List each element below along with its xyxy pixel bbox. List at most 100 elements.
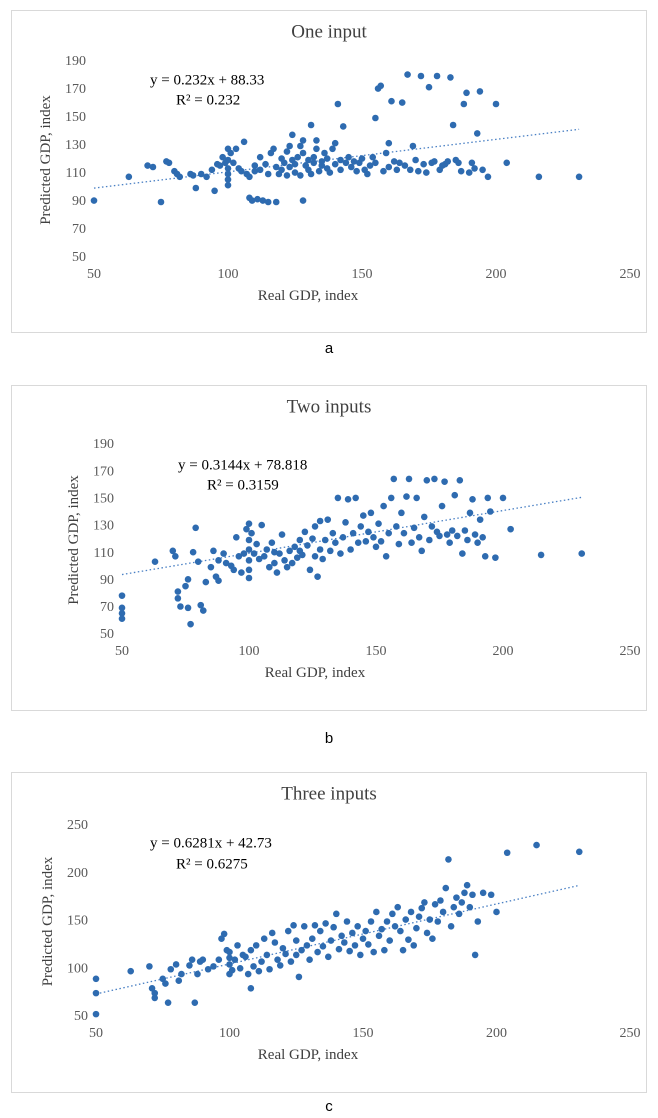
data-point xyxy=(331,139,339,147)
r-squared-label: R² = 0.6275 xyxy=(176,856,248,872)
data-point xyxy=(372,114,379,122)
data-point xyxy=(283,563,291,571)
data-point xyxy=(250,963,257,970)
data-point xyxy=(359,935,367,942)
data-point xyxy=(385,529,393,537)
data-point xyxy=(464,536,471,544)
data-point xyxy=(224,181,232,189)
data-point xyxy=(436,532,443,540)
data-point xyxy=(316,927,324,935)
data-point xyxy=(385,163,393,171)
data-point xyxy=(274,956,281,963)
x-tick-label: 200 xyxy=(486,267,507,282)
data-point xyxy=(232,145,240,153)
data-point xyxy=(352,494,359,502)
data-point xyxy=(189,172,197,179)
data-point xyxy=(468,159,476,167)
data-point xyxy=(393,166,401,174)
data-point xyxy=(362,538,370,545)
data-point xyxy=(357,951,364,959)
y-tick-label: 190 xyxy=(93,437,114,452)
chart-title: One input xyxy=(291,21,367,42)
data-point xyxy=(172,961,180,968)
data-point xyxy=(369,153,377,161)
data-point xyxy=(476,88,484,95)
data-point xyxy=(230,159,237,167)
trendline xyxy=(93,128,580,189)
data-point xyxy=(291,169,299,176)
x-tick-label: 250 xyxy=(620,1026,641,1041)
data-point xyxy=(151,989,159,997)
data-point xyxy=(339,533,347,541)
data-point xyxy=(447,74,454,81)
data-point xyxy=(353,167,360,175)
data-point xyxy=(297,142,304,150)
data-point xyxy=(314,948,321,956)
y-axis-title: Predicted GDP, index xyxy=(38,95,54,225)
data-point xyxy=(313,145,320,153)
data-point xyxy=(330,923,337,931)
data-point xyxy=(248,197,256,204)
data-point xyxy=(211,187,218,195)
data-point xyxy=(278,531,286,538)
data-point xyxy=(291,543,299,551)
data-point xyxy=(387,494,395,502)
data-point xyxy=(252,942,260,949)
data-point xyxy=(451,491,459,499)
data-point xyxy=(327,937,335,944)
data-point xyxy=(367,918,375,925)
data-point xyxy=(224,170,232,178)
data-point xyxy=(466,903,474,911)
data-point xyxy=(251,167,259,175)
data-point xyxy=(290,922,297,929)
data-point xyxy=(125,173,133,181)
data-point xyxy=(365,941,372,948)
data-point xyxy=(476,516,484,523)
data-point xyxy=(240,550,248,557)
data-point xyxy=(386,937,394,944)
data-point xyxy=(469,495,476,503)
data-point xyxy=(310,159,318,167)
trendline-equation: y = 0.6281x + 42.73 xyxy=(150,835,272,851)
data-point xyxy=(276,550,283,557)
data-point xyxy=(492,554,499,561)
data-point xyxy=(333,910,340,918)
data-point xyxy=(426,536,433,544)
chart-title: Three inputs xyxy=(281,783,377,804)
data-point xyxy=(370,533,377,541)
r-squared-label: R² = 0.232 xyxy=(176,92,240,108)
data-point xyxy=(184,576,192,583)
data-point xyxy=(420,513,428,521)
data-point xyxy=(428,523,436,530)
scatter-chart-two-inputs: Two inputs 50 70 90 110 130 150 170 190 50 100 150 2… xyxy=(66,396,641,681)
data-point xyxy=(291,160,299,168)
data-point xyxy=(253,540,260,548)
data-point xyxy=(398,99,406,106)
data-point xyxy=(271,548,278,556)
data-point xyxy=(423,929,431,937)
data-point xyxy=(448,527,456,534)
y-tick-label: 110 xyxy=(94,546,114,561)
x-tick-label: 150 xyxy=(353,1026,374,1041)
data-point xyxy=(255,967,263,975)
data-point xyxy=(499,494,507,502)
data-point xyxy=(263,951,271,959)
data-point xyxy=(415,913,423,921)
x-tick-label: 100 xyxy=(239,644,260,659)
data-point xyxy=(396,159,403,167)
data-point xyxy=(431,901,439,908)
x-tick-label: 50 xyxy=(89,1026,103,1041)
y-tick-label: 150 xyxy=(93,492,114,507)
data-point xyxy=(449,121,457,129)
data-point xyxy=(414,167,422,175)
data-point xyxy=(224,165,232,172)
y-tick-label: 130 xyxy=(65,138,86,153)
data-point xyxy=(453,894,460,901)
data-point xyxy=(401,162,409,169)
data-point xyxy=(220,550,227,557)
data-point xyxy=(342,519,349,526)
y-tick-label: 250 xyxy=(67,818,88,833)
data-point xyxy=(403,493,410,500)
data-point xyxy=(286,142,293,150)
data-point xyxy=(127,967,135,975)
